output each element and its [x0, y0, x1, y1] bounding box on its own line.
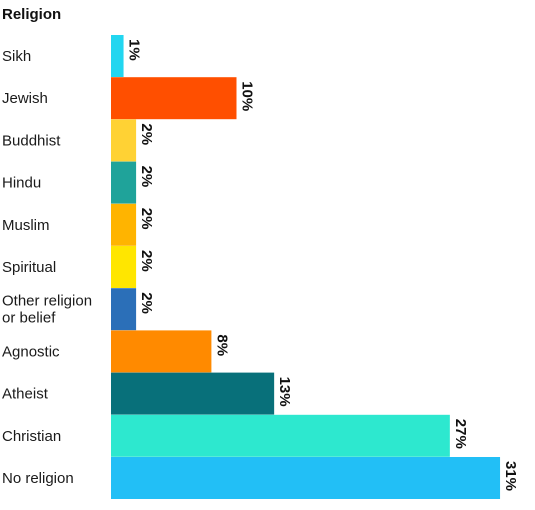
category-label: Muslim [2, 217, 50, 234]
value-label: 10% [239, 81, 256, 111]
bar-sikh [111, 35, 124, 77]
value-label: 31% [502, 461, 519, 491]
bar-atheist [111, 372, 275, 415]
category-label: Christian [2, 428, 61, 445]
bar-other-religion-or-belief [111, 288, 137, 331]
category-label: Hindu [2, 175, 41, 192]
value-label: 27% [452, 419, 469, 449]
bar-no-religion [111, 457, 501, 499]
category-label: Agnostic [2, 343, 60, 360]
category-label: No religion [2, 470, 74, 487]
bar-christian [111, 414, 450, 457]
category-label: Buddhist [2, 132, 61, 149]
category-label: Other religion or belief [2, 293, 92, 327]
bar-jewish [111, 77, 237, 120]
value-label: 2% [138, 292, 155, 314]
bar-buddhist [111, 119, 137, 162]
value-label: 1% [126, 39, 143, 61]
bar-hindu [111, 161, 137, 204]
bar-muslim [111, 203, 137, 246]
category-label: Sikh [2, 48, 31, 65]
value-label: 2% [138, 166, 155, 188]
bar-spiritual [111, 246, 137, 288]
value-label: 8% [213, 334, 230, 356]
value-label: 13% [276, 377, 293, 407]
value-label: 2% [138, 123, 155, 145]
bars-layer: Sikh 1% Jewish 10% Buddhist 2% Hindu 2% Muslim 2%… [2, 35, 519, 499]
category-label: Spiritual [2, 259, 56, 276]
category-label: Jewish [2, 90, 48, 107]
category-label: Atheist [2, 386, 49, 403]
chart-title: Religion [2, 6, 62, 23]
bar-agnostic [111, 330, 212, 373]
value-label: 2% [138, 208, 155, 230]
value-label: 2% [138, 250, 155, 272]
